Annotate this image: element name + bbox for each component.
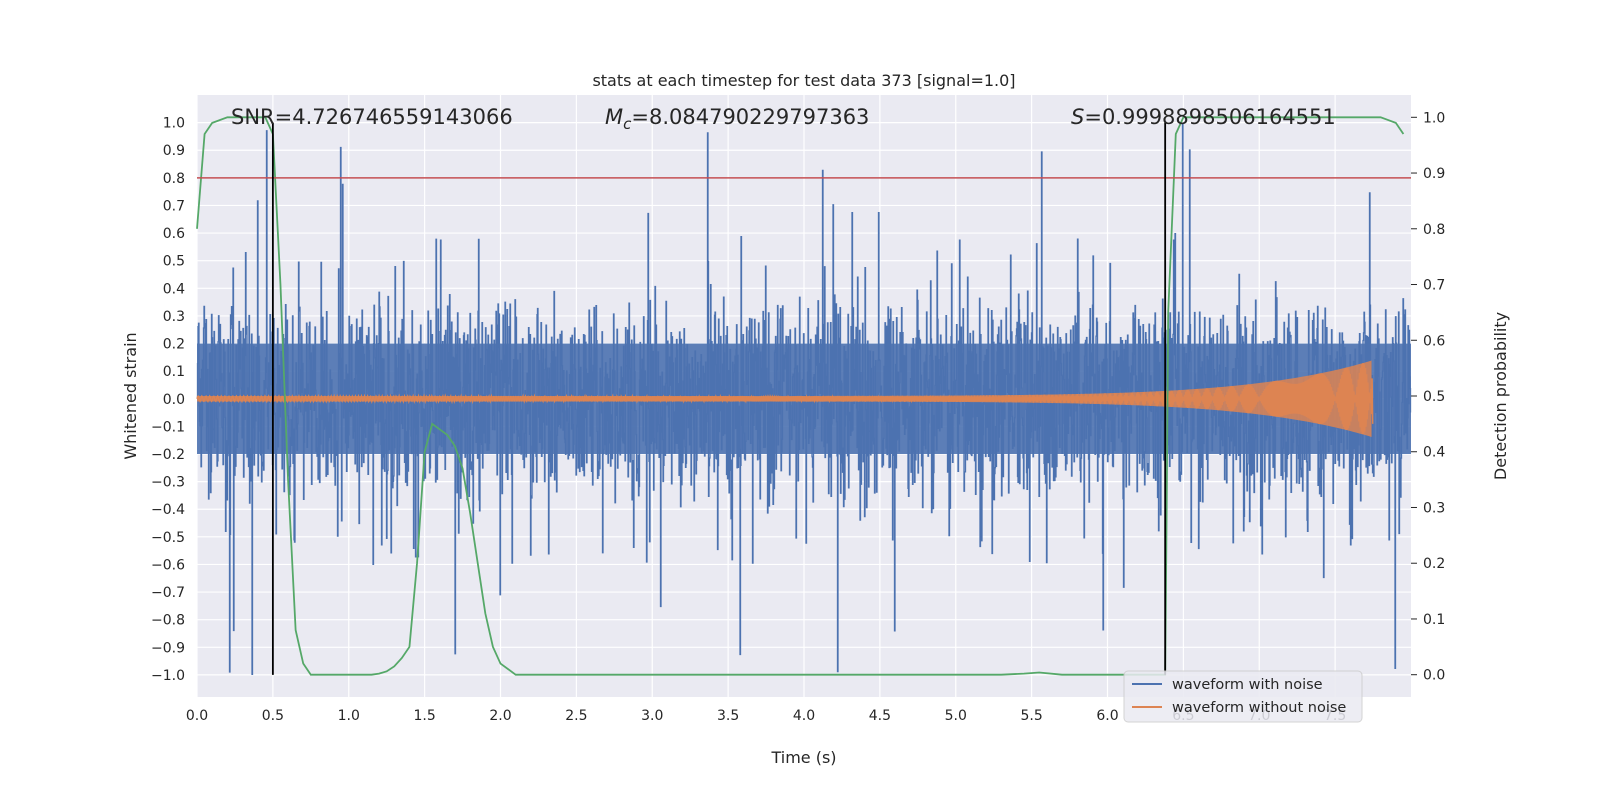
y-left-tick-label: −0.8 bbox=[151, 613, 185, 629]
clean-envelope bbox=[197, 360, 1372, 437]
snr-annotation: SNR=4.726746559143066 bbox=[231, 105, 513, 129]
y-left-tick-label: 0.6 bbox=[163, 226, 185, 242]
y-right-tick-label: 0.0 bbox=[1423, 668, 1445, 684]
legend-label-noise: waveform with noise bbox=[1172, 677, 1323, 693]
x-tick-label: 5.0 bbox=[945, 708, 967, 724]
y-right-tick-label: 1.0 bbox=[1423, 110, 1445, 126]
y-right-tick-label: 0.8 bbox=[1423, 222, 1445, 238]
y-axis-left-ticks: −1.0 −0.9 −0.8 −0.7 −0.6 −0.5 −0.4 −0.3 −0.2 −0.1… bbox=[151, 116, 185, 684]
y-left-tick-label: 0.0 bbox=[163, 392, 185, 408]
y-right-tick-label: 0.5 bbox=[1423, 389, 1445, 405]
mc-value: =8.084790229797363 bbox=[631, 105, 869, 129]
y-left-tick-label: 0.3 bbox=[163, 309, 185, 325]
x-tick-label: 5.5 bbox=[1020, 708, 1042, 724]
y-left-tick-label: −0.9 bbox=[151, 640, 185, 656]
s-symbol: S bbox=[1071, 105, 1084, 129]
series-waveform-without-noise bbox=[196, 360, 1374, 437]
y-left-tick-label: 0.4 bbox=[163, 281, 185, 297]
y-left-tick-label: −0.2 bbox=[151, 447, 185, 463]
y-left-tick-label: −0.7 bbox=[151, 585, 185, 601]
y-right-tick-label: 0.1 bbox=[1423, 612, 1445, 628]
y-axis-right-ticks: 0.0 0.1 0.2 0.3 0.4 0.5 0.6 0.7 0.8 0.9 1.0 bbox=[1411, 110, 1445, 684]
y-left-tick-label: 0.7 bbox=[163, 198, 185, 214]
y-left-tick-label: −1.0 bbox=[151, 668, 185, 684]
chart-title: stats at each timestep for test data 373… bbox=[592, 71, 1015, 90]
y-left-tick-label: 0.8 bbox=[163, 171, 185, 187]
y-left-tick-label: −0.5 bbox=[151, 530, 185, 546]
y-right-tick-label: 0.6 bbox=[1423, 333, 1445, 349]
y-left-tick-label: −0.6 bbox=[151, 557, 185, 573]
x-axis-label: Time (s) bbox=[770, 748, 836, 767]
x-tick-label: 0.5 bbox=[262, 708, 284, 724]
mc-subscript: c bbox=[623, 115, 632, 133]
s-value: =0.9998898506164551 bbox=[1084, 105, 1335, 129]
x-tick-label: 0.0 bbox=[186, 708, 208, 724]
x-tick-label: 2.0 bbox=[489, 708, 511, 724]
y-right-tick-label: 0.7 bbox=[1423, 278, 1445, 294]
y-left-tick-label: −0.4 bbox=[151, 502, 185, 518]
s-annotation: S=0.9998898506164551 bbox=[1071, 105, 1336, 129]
y-left-tick-label: 1.0 bbox=[163, 116, 185, 132]
y-axis-left-label: Whitened strain bbox=[121, 332, 140, 459]
series-detection-probability bbox=[196, 116, 1405, 676]
y-left-tick-label: −0.1 bbox=[151, 419, 185, 435]
x-tick-label: 1.0 bbox=[338, 708, 360, 724]
y-right-tick-label: 0.4 bbox=[1423, 445, 1445, 461]
x-tick-label: 1.5 bbox=[413, 708, 435, 724]
y-left-tick-label: 0.1 bbox=[163, 364, 185, 380]
legend-label-clean: waveform without noise bbox=[1172, 700, 1346, 716]
x-tick-label: 2.5 bbox=[565, 708, 587, 724]
y-right-tick-label: 0.9 bbox=[1423, 166, 1445, 182]
x-tick-label: 4.0 bbox=[793, 708, 815, 724]
legend: waveform with noise waveform without noi… bbox=[1123, 670, 1363, 723]
x-tick-label: 4.5 bbox=[869, 708, 891, 724]
y-right-tick-label: 0.2 bbox=[1423, 556, 1445, 572]
probability-trace bbox=[196, 116, 1405, 676]
y-right-tick-label: 0.3 bbox=[1423, 500, 1445, 516]
mc-symbol: M bbox=[605, 105, 623, 129]
y-left-tick-label: 0.5 bbox=[163, 254, 185, 270]
mc-annotation: Mc=8.084790229797363 bbox=[605, 105, 869, 133]
y-left-tick-label: 0.2 bbox=[163, 337, 185, 353]
x-tick-label: 3.5 bbox=[717, 708, 739, 724]
y-axis-right-label: Detection probability bbox=[1491, 312, 1510, 480]
y-left-tick-label: −0.3 bbox=[151, 475, 185, 491]
x-tick-label: 3.0 bbox=[641, 708, 663, 724]
vertical-markers bbox=[271, 122, 1167, 675]
x-tick-label: 6.0 bbox=[1096, 708, 1118, 724]
y-left-tick-label: 0.9 bbox=[163, 143, 185, 159]
legend-box bbox=[1123, 670, 1363, 723]
